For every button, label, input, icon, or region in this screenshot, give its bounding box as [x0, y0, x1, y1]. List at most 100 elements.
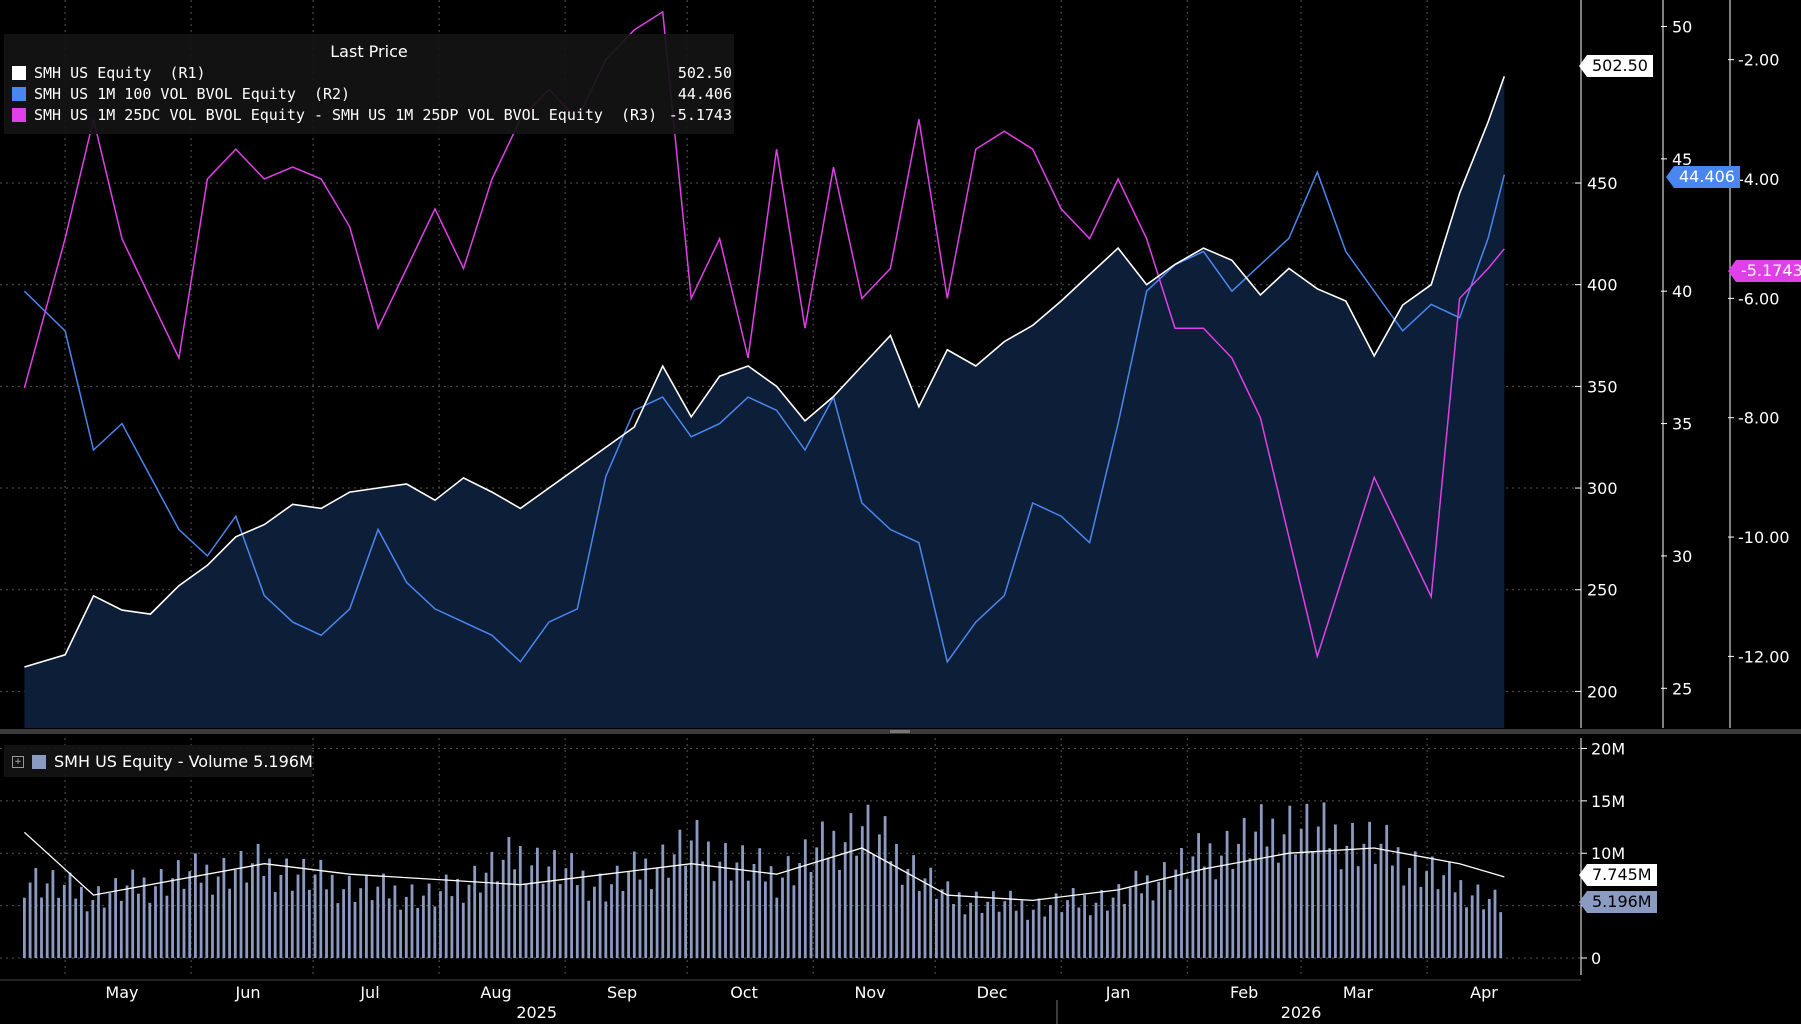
- x-tick-label: Mar: [1343, 983, 1374, 1002]
- volume-bar: [1345, 845, 1349, 958]
- r3-tick-label: -12.00: [1738, 647, 1790, 666]
- volume-bar: [900, 884, 904, 958]
- volume-bar: [518, 846, 522, 958]
- volume-bar: [707, 841, 710, 958]
- volume-bar: [1288, 805, 1292, 958]
- volume-bar: [125, 885, 129, 958]
- volume-bar: [211, 894, 214, 958]
- x-tick-label: Apr: [1470, 983, 1498, 1002]
- volume-bar: [262, 876, 266, 958]
- volume-bar: [285, 858, 288, 958]
- volume-bar: [712, 881, 716, 958]
- volume-bar: [860, 826, 864, 958]
- volume-bar: [689, 840, 693, 958]
- x-tick-label: Jun: [235, 983, 261, 1002]
- volume-bar: [1231, 869, 1235, 958]
- volume-bar: [866, 804, 870, 958]
- volume-bar: [855, 855, 858, 958]
- volume-bar: [1145, 875, 1149, 958]
- volume-bar: [530, 865, 534, 958]
- volume-bar: [1066, 900, 1069, 958]
- volume-bar: [1470, 895, 1474, 958]
- volume-bar: [1049, 905, 1052, 958]
- volume-bar: [1123, 903, 1126, 958]
- volume-bar: [268, 858, 271, 958]
- volume-bar: [142, 877, 146, 958]
- skew-last-tag: -5.1743: [1728, 260, 1801, 282]
- panel-resize-handle: [890, 730, 910, 733]
- volume-bar: [1071, 888, 1075, 958]
- volume-bar: [957, 892, 961, 958]
- volume-bar: [758, 848, 762, 958]
- volume-bar: [798, 863, 801, 958]
- volume-bar: [536, 847, 539, 958]
- volume-bar: [1106, 910, 1109, 958]
- volume-bar: [461, 902, 465, 958]
- r2-tick-label: 45: [1672, 150, 1692, 169]
- volume-bar: [1316, 826, 1320, 958]
- volume-bar: [838, 869, 841, 958]
- volume-bar: [45, 883, 49, 958]
- volume-bar: [131, 869, 135, 958]
- volume-bar: [290, 890, 294, 958]
- volume-bar: [1185, 878, 1189, 958]
- volume-bar: [467, 884, 471, 958]
- volume-bar: [513, 869, 516, 958]
- volume-bar: [1356, 866, 1360, 958]
- volume-bar: [746, 880, 750, 958]
- volume-bar: [370, 900, 374, 958]
- volume-bar: [963, 914, 967, 958]
- volume-bar: [1197, 833, 1200, 958]
- r1-tick-label: 200: [1587, 682, 1618, 701]
- volume-bar: [1003, 901, 1007, 958]
- volume-bar: [114, 878, 117, 958]
- volume-bar: [387, 898, 391, 958]
- volume-bar: [587, 900, 591, 958]
- volume-bar: [1128, 887, 1132, 958]
- volume-bar: [1413, 851, 1417, 958]
- volume-bar: [524, 884, 528, 958]
- volume-bar: [923, 878, 927, 958]
- volume-bar: [1362, 843, 1366, 958]
- volume-bar: [205, 864, 209, 958]
- volume-bar: [233, 870, 237, 958]
- volume-bar: [85, 911, 89, 958]
- volume-bar: [769, 866, 773, 958]
- volume-bar: [1031, 909, 1035, 958]
- volume-bar: [399, 909, 402, 958]
- volume-bar: [23, 897, 26, 958]
- volume-bar: [62, 884, 66, 958]
- volume-bar: [239, 851, 243, 958]
- volume-bar: [809, 872, 813, 958]
- volume-bar: [1430, 856, 1434, 958]
- volume-bar: [450, 896, 454, 958]
- legend-value: -5.1743: [668, 106, 732, 124]
- legend-item-skew: SMH US 1M 25DC VOL BVOL Equity - SMH US …: [12, 105, 732, 125]
- volume-bar: [1299, 828, 1303, 958]
- volume-bar: [245, 882, 249, 958]
- volume-bar: [490, 851, 494, 958]
- volume-bar: [319, 859, 323, 958]
- volume-bar: [570, 853, 573, 958]
- volume-bar: [786, 856, 790, 958]
- volume-bar: [1088, 915, 1092, 958]
- volume-bar: [228, 888, 231, 958]
- volume-bar: [342, 889, 345, 958]
- volume-bar: [997, 911, 1001, 958]
- volume-bar: [296, 874, 300, 958]
- volume-bar: [188, 871, 192, 958]
- volume-bar: [1174, 869, 1178, 958]
- volume-bar: [1060, 912, 1064, 958]
- legend-title: Last Price: [330, 42, 408, 61]
- expand-icon[interactable]: +: [12, 755, 24, 768]
- volume-bar: [1351, 823, 1354, 958]
- volume-bar: [661, 844, 665, 958]
- volume-bar: [1476, 884, 1480, 958]
- volume-bar: [872, 854, 876, 958]
- volume-bar: [1111, 897, 1115, 958]
- volume-bar: [1328, 848, 1332, 958]
- volume-bar: [393, 885, 397, 958]
- vol-last-tag: 44.406: [1666, 166, 1740, 188]
- volume-bar: [484, 872, 488, 958]
- volume-bar: [1259, 804, 1263, 958]
